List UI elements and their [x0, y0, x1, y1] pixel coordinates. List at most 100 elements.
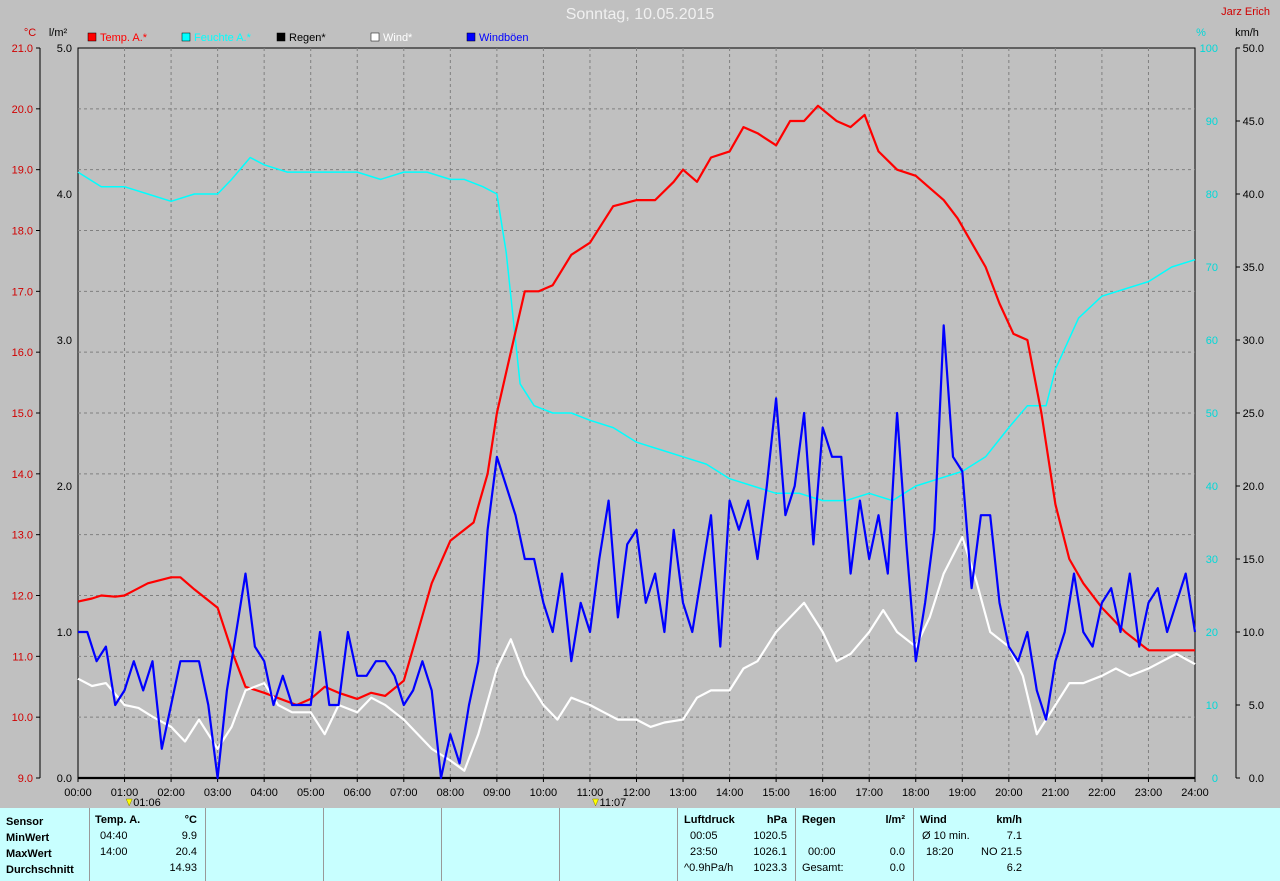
temp-max-time: 14:00: [100, 846, 128, 858]
wind-tick-label: 25.0: [1243, 408, 1264, 420]
rain-tick-label: 1.0: [57, 627, 72, 639]
weather-chart: 00:00 01:00 02:00 03:00 04:00 05:00 06:00 07:00…: [11, 27, 1264, 808]
humidity-tick-label: 0: [1212, 773, 1218, 785]
empty-column-2: [324, 808, 442, 881]
temp-tick-label: 19.0: [12, 165, 33, 177]
marker-triangle: [592, 798, 599, 807]
empty-column-4: [560, 808, 678, 881]
rain-max-time: 00:00: [808, 846, 836, 858]
x-tick-label: 23:00: [1135, 787, 1163, 799]
rain-tick-label: 5.0: [57, 43, 72, 55]
temp-tick-label: 18.0: [12, 226, 33, 238]
series-line-windb-en: [78, 324, 1197, 780]
temp-tick-label: 21.0: [12, 43, 33, 55]
sensor-column: Sensor MinWert MaxWert Durchschnitt: [0, 808, 90, 881]
temp-header: Temp. A.: [95, 814, 141, 826]
pressure-max-time: 23:50: [690, 846, 718, 858]
legend-swatch: [466, 32, 476, 42]
marker-label: 11:07: [600, 797, 627, 808]
marker-label: 01:06: [133, 797, 161, 808]
marker-triangle: [125, 798, 133, 807]
x-tick-label: 10:00: [530, 787, 558, 799]
x-tick-label: 08:00: [437, 787, 465, 799]
sensor-header: Sensor: [6, 816, 44, 828]
humidity-tick-label: 40: [1206, 481, 1218, 493]
x-tick-label: 09:00: [483, 787, 511, 799]
wind-column: Wind km/h Ø 10 min. 7.1 18:20 NO 21.5 6.…: [914, 808, 1030, 881]
x-tick-label: 21:00: [1042, 787, 1070, 799]
wind-tick-label: 30.0: [1243, 335, 1264, 347]
temp-axis-unit: °C: [24, 27, 36, 39]
humidity-tick-label: 100: [1200, 43, 1218, 55]
chart-title: Sonntag, 10.05.2015: [565, 6, 715, 23]
wind-tick-label: 5.0: [1249, 700, 1264, 712]
time-markers: 01:06 11:07: [125, 797, 627, 808]
legend-label: Temp. A.*: [100, 32, 148, 44]
wind-max-time: 18:20: [926, 846, 954, 858]
rain-tick-label: 3.0: [57, 335, 72, 347]
x-tick-label: 04:00: [250, 787, 278, 799]
wind-axis-unit: km/h: [1235, 27, 1259, 39]
temp-tick-label: 9.0: [18, 773, 33, 785]
series-line-temp-a: [77, 104, 1195, 707]
legend-swatch: [370, 32, 380, 42]
humidity-tick-label: 30: [1206, 554, 1218, 566]
temp-tick-label: 12.0: [12, 591, 33, 603]
pressure-min-time: 00:05: [690, 830, 718, 842]
rain-total-value: 0.0: [889, 862, 905, 874]
x-tick-label: 06:00: [343, 787, 371, 799]
wind-tick-label: 15.0: [1243, 554, 1264, 566]
wind-tick-label: 45.0: [1243, 116, 1264, 128]
x-tick-label: 11:00: [577, 787, 604, 799]
humidity-tick-label: 90: [1206, 116, 1218, 128]
series-lines: [77, 104, 1197, 780]
wind-unit: km/h: [996, 814, 1022, 826]
x-tick-label: 02:00: [157, 787, 185, 799]
wind-day-avg-value: 6.2: [1006, 862, 1022, 874]
pressure-header: Luftdruck: [684, 814, 735, 826]
x-tick-label: 19:00: [949, 787, 977, 799]
min-label: MinWert: [6, 832, 50, 844]
legend-swatch: [87, 32, 97, 42]
x-tick-label: 14:00: [716, 787, 744, 799]
x-tick-label: 07:00: [390, 787, 418, 799]
empty-column-1: [206, 808, 324, 881]
pressure-trend: ^0.9hPa/h: [684, 862, 734, 874]
x-tick-label: 16:00: [809, 787, 837, 799]
rain-axis-unit: l/m²: [49, 27, 68, 39]
x-tick-label: 24:00: [1181, 787, 1209, 799]
pressure-column: Luftdruck hPa 00:05 1020.5 23:50 1026.1 …: [678, 808, 796, 881]
pressure-min-value: 1020.5: [753, 830, 787, 842]
temp-max-value: 20.4: [175, 846, 197, 858]
wind-tick-label: 10.0: [1243, 627, 1264, 639]
temp-tick-label: 13.0: [12, 530, 33, 542]
humidity-tick-label: 20: [1206, 627, 1218, 639]
x-tick-label: 00:00: [64, 787, 92, 799]
axis-labels: 00:00 01:00 02:00 03:00 04:00 05:00 06:00 07:00…: [12, 27, 1264, 799]
series-line-feuchte-a: [77, 156, 1196, 502]
humidity-tick-label: 60: [1206, 335, 1218, 347]
x-tick-label: 13:00: [669, 787, 697, 799]
legend-label: Feuchte A.*: [194, 32, 252, 44]
legend: Temp. A.* Feuchte A.* Regen* Wind* Windböen: [87, 32, 529, 44]
max-label: MaxWert: [6, 848, 52, 860]
x-tick-label: 22:00: [1088, 787, 1116, 799]
statistics-panel: Sensor MinWert MaxWert Durchschnitt Temp…: [0, 808, 1280, 881]
legend-label: Regen*: [289, 32, 326, 44]
temp-tick-label: 16.0: [12, 347, 33, 359]
rain-unit: l/m²: [885, 814, 905, 826]
humidity-tick-label: 80: [1206, 189, 1218, 201]
x-tick-label: 01:00: [111, 787, 139, 799]
temp-unit: °C: [184, 814, 197, 826]
legend-swatch: [181, 32, 191, 42]
temp-tick-label: 11.0: [12, 651, 33, 663]
temp-tick-label: 15.0: [12, 408, 33, 420]
rain-tick-label: 0.0: [57, 773, 72, 785]
humidity-tick-label: 50: [1206, 408, 1218, 420]
x-tick-label: 15:00: [762, 787, 790, 799]
x-tick-label: 03:00: [204, 787, 232, 799]
temp-tick-label: 17.0: [12, 286, 33, 298]
wind-tick-label: 20.0: [1243, 481, 1264, 493]
rain-tick-label: 4.0: [57, 189, 72, 201]
wind-avg-value: 7.1: [1006, 830, 1022, 842]
